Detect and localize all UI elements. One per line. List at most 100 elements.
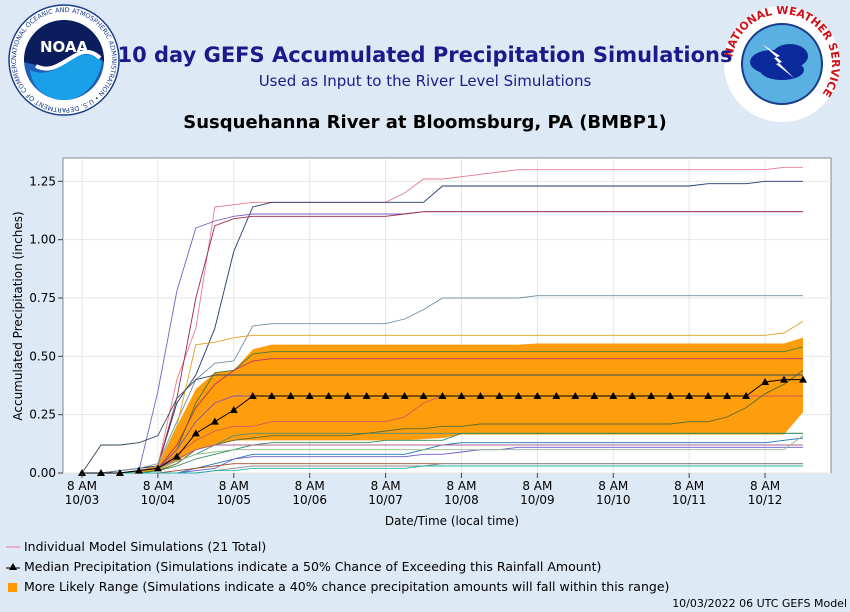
median-point <box>799 375 807 383</box>
member-line <box>82 346 804 474</box>
y-tick-label: 0.75 <box>29 291 56 305</box>
x-tick-label: 8 AM <box>750 479 780 493</box>
x-tick-label: 8 AM <box>674 479 704 493</box>
median-point <box>742 392 751 399</box>
x-tick-date: 10/05 <box>216 493 251 507</box>
legend-individual-label: Individual Model Simulations (21 Total) <box>24 539 267 554</box>
x-tick-date: 10/10 <box>596 493 631 507</box>
x-tick-label: 8 AM <box>219 479 249 493</box>
x-tick-label: 8 AM <box>143 479 173 493</box>
chart-subtitle: Used as Input to the River Level Simulat… <box>258 72 592 90</box>
median-point <box>419 392 428 399</box>
median-point <box>609 392 618 399</box>
legend: Individual Model Simulations (21 Total) … <box>6 537 669 597</box>
station-name: Susquehanna River at Bloomsburg, PA (BMB… <box>183 112 667 133</box>
y-tick-label: 0.25 <box>29 408 56 422</box>
legend-line-icon <box>6 540 20 554</box>
median-point <box>723 392 732 399</box>
member-line <box>82 358 803 474</box>
median-point <box>628 392 637 399</box>
range-band <box>82 337 803 473</box>
median-point <box>96 469 105 476</box>
member-line <box>81 374 803 474</box>
member-line <box>82 180 803 474</box>
median-point <box>552 392 561 399</box>
median-point <box>400 392 409 399</box>
member-line <box>82 435 804 474</box>
median-point <box>457 392 466 399</box>
x-tick-date: 10/08 <box>444 493 479 507</box>
median-point <box>229 406 238 413</box>
median-point <box>324 392 333 399</box>
median-point <box>286 392 295 399</box>
median-point <box>761 378 770 385</box>
member-line <box>82 432 803 474</box>
member-line <box>82 465 803 474</box>
x-tick-date: 10/12 <box>748 493 783 507</box>
x-tick-date: 10/07 <box>368 493 403 507</box>
median-point <box>533 392 542 399</box>
median-point <box>381 392 390 399</box>
median-point <box>191 429 200 437</box>
member-line <box>82 320 804 474</box>
y-tick-label: 0.00 <box>29 466 56 480</box>
x-tick-label: 8 AM <box>295 479 325 493</box>
median-point <box>172 452 181 460</box>
x-tick-label: 8 AM <box>446 479 476 493</box>
median-point <box>666 392 675 399</box>
median-point <box>590 392 599 399</box>
x-tick-date: 10/06 <box>292 493 327 507</box>
median-line <box>78 375 807 476</box>
median-point <box>780 375 789 383</box>
y-tick-label: 1.00 <box>29 233 56 247</box>
nws-logo: NATIONAL WEATHER SERVICE <box>722 4 842 122</box>
median-point <box>343 392 352 399</box>
median-point <box>305 392 314 399</box>
y-tick-label: 0.50 <box>29 349 56 363</box>
median-point <box>704 392 713 399</box>
y-axis: 0.00 0.25 0.50 0.75 1.00 1.25 <box>29 174 63 480</box>
median-point <box>248 392 257 399</box>
median-point <box>476 392 485 399</box>
median-point <box>362 392 371 399</box>
y-axis-label: Accumulated Precipitation (inches) <box>11 211 25 420</box>
median-point <box>647 392 656 399</box>
x-tick-label: 8 AM <box>522 479 552 493</box>
x-tick-label: 8 AM <box>598 479 628 493</box>
legend-triangle-icon <box>6 560 20 574</box>
legend-median-label: Median Precipitation (Simulations indica… <box>24 559 602 574</box>
median-point <box>685 392 694 399</box>
x-tick-date: 10/04 <box>141 493 176 507</box>
x-axis-label: Date/Time (local time) <box>385 514 519 528</box>
member-line <box>82 446 803 474</box>
y-tick-label: 1.25 <box>29 174 56 188</box>
median-point <box>571 392 580 399</box>
median-point <box>267 392 276 399</box>
x-tick-label: 8 AM <box>371 479 401 493</box>
legend-range: More Likely Range (Simulations indicate … <box>6 577 669 597</box>
x-tick-date: 10/09 <box>520 493 555 507</box>
chart-title: 10 day GEFS Accumulated Precipitation Si… <box>117 43 733 67</box>
noaa-logo: NOAA NATIONAL OCEANIC AND ATMOSPHERIC AD… <box>8 4 120 116</box>
member-line <box>82 211 803 474</box>
legend-median: Median Precipitation (Simulations indica… <box>6 557 669 577</box>
x-tick-date: 10/11 <box>672 493 707 507</box>
member-line <box>82 295 803 474</box>
median-point <box>210 417 219 425</box>
legend-individual: Individual Model Simulations (21 Total) <box>6 537 669 557</box>
legend-square-icon <box>6 580 20 594</box>
x-tick-label: 8 AM <box>67 479 97 493</box>
member-line <box>82 166 803 474</box>
median-point <box>438 392 447 399</box>
member-lines <box>81 166 804 474</box>
median-point <box>134 466 143 474</box>
median-point <box>115 469 124 476</box>
median-point <box>495 392 504 399</box>
legend-range-label: More Likely Range (Simulations indicate … <box>24 579 670 594</box>
median-point <box>78 469 86 476</box>
noaa-center-text: NOAA <box>40 38 89 56</box>
model-run-footer: 10/03/2022 06 UTC GEFS Model <box>672 597 847 610</box>
x-tick-date: 10/03 <box>65 493 100 507</box>
median-point <box>514 392 523 399</box>
